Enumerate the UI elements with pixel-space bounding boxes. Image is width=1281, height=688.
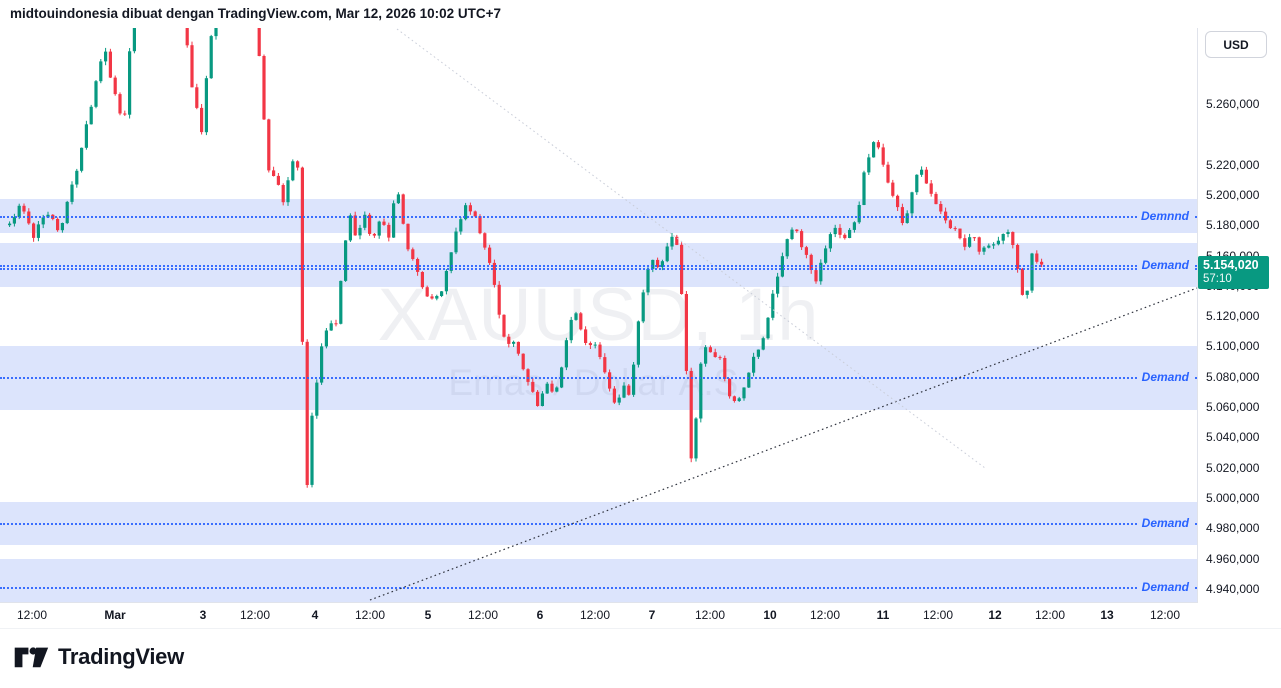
time-axis-label[interactable]: 12:00: [16, 608, 48, 622]
tradingview-logo-icon: [14, 647, 49, 668]
time-axis-label[interactable]: 12:00: [694, 608, 726, 622]
time-axis-label[interactable]: 3: [199, 608, 207, 622]
price-axis-label[interactable]: 5.220,000: [1206, 157, 1260, 172]
time-axis-label[interactable]: 6: [536, 608, 544, 622]
demand-zone-line[interactable]: [0, 587, 1197, 590]
time-axis-label[interactable]: 12:00: [809, 608, 841, 622]
time-axis-label[interactable]: 12:00: [354, 608, 386, 622]
demand-zone-band[interactable]: [0, 558, 1197, 602]
chart-bottom-edge: [0, 628, 1281, 629]
time-axis-label[interactable]: 11: [876, 608, 890, 622]
price-axis-label[interactable]: 4.960,000: [1206, 551, 1260, 566]
time-axis-label[interactable]: Mar: [104, 608, 126, 622]
last-price-value: 5.154,020: [1203, 257, 1259, 272]
price-axis-label[interactable]: 5.180,000: [1206, 218, 1260, 233]
tradingview-logo[interactable]: TradingView: [13, 643, 184, 671]
time-axis[interactable]: 12:00 Mar 3 12:00 4 12:00 5 12:00 6 12:00 7 12:00 10…: [0, 603, 1281, 628]
time-axis-separator: [0, 602, 1281, 603]
chart-plot-area[interactable]: XAUUSD, 1h Emas / Dollar A.S. DemnndDema…: [0, 28, 1197, 602]
price-axis-label[interactable]: 4.940,000: [1206, 581, 1260, 596]
demand-zone-line[interactable]: [0, 264, 1197, 267]
time-axis-label[interactable]: 10: [763, 608, 777, 622]
time-axis-label[interactable]: 5: [424, 608, 432, 622]
currency-toggle-button[interactable]: USD: [1205, 31, 1267, 58]
time-axis-label[interactable]: 12:00: [1149, 608, 1181, 622]
price-axis[interactable]: USD 5.260,000 5.220,000 5.200,000 5.180,000…: [1198, 28, 1281, 628]
demand-zone-line[interactable]: [0, 376, 1197, 379]
demand-zone-lines-layer: Demnnd Demand Demand Demand Demand: [0, 28, 1197, 602]
demand-zone-line[interactable]: [0, 522, 1197, 525]
price-axis-label[interactable]: 5.120,000: [1206, 309, 1260, 324]
price-axis-label[interactable]: 5.000,000: [1206, 490, 1260, 505]
price-axis-label[interactable]: 5.100,000: [1206, 339, 1260, 354]
time-axis-label[interactable]: 7: [648, 608, 656, 622]
time-axis-label[interactable]: 13: [1100, 608, 1114, 622]
price-axis-separator: [1197, 28, 1198, 628]
price-axis-label[interactable]: 5.080,000: [1206, 369, 1260, 384]
time-axis-label[interactable]: 12: [988, 608, 1002, 622]
bar-countdown: 57:10: [1203, 272, 1232, 285]
demand-zone-line[interactable]: [0, 268, 1197, 271]
ascending-trendline[interactable]: [369, 287, 1197, 601]
tradingview-logo-text: TradingView: [58, 644, 184, 669]
price-axis-label[interactable]: 5.200,000: [1206, 187, 1260, 202]
descending-trendline[interactable]: [396, 28, 986, 469]
demand-zone-label[interactable]: Demand: [1137, 580, 1193, 595]
demand-zone-label[interactable]: Demand: [1137, 515, 1193, 530]
demand-zone-label[interactable]: Demand: [1137, 257, 1193, 272]
footer: TradingView: [0, 629, 1281, 688]
last-price-badge: 5.154,020 57:10: [1198, 255, 1269, 289]
time-axis-label[interactable]: 12:00: [579, 608, 611, 622]
price-axis-label[interactable]: 5.020,000: [1206, 460, 1260, 475]
price-axis-label[interactable]: 5.040,000: [1206, 430, 1260, 445]
time-axis-label[interactable]: 4: [311, 608, 319, 622]
demand-zone-label[interactable]: Demand: [1137, 369, 1193, 384]
time-axis-label[interactable]: 12:00: [922, 608, 954, 622]
chart-attribution: midtouindonesia dibuat dengan TradingVie…: [10, 6, 502, 21]
price-axis-label[interactable]: 5.060,000: [1206, 400, 1260, 415]
demand-zone-line[interactable]: [0, 216, 1197, 219]
price-axis-label[interactable]: 4.980,000: [1206, 521, 1260, 536]
time-axis-label[interactable]: 12:00: [467, 608, 499, 622]
trendlines-overlay[interactable]: [0, 28, 1197, 602]
price-axis-label[interactable]: 5.260,000: [1206, 97, 1260, 111]
demand-zone-label[interactable]: Demnnd: [1137, 209, 1193, 224]
time-axis-label[interactable]: 12:00: [1034, 608, 1066, 622]
candlestick-series[interactable]: [0, 28, 1197, 602]
time-axis-label[interactable]: 12:00: [239, 608, 271, 622]
